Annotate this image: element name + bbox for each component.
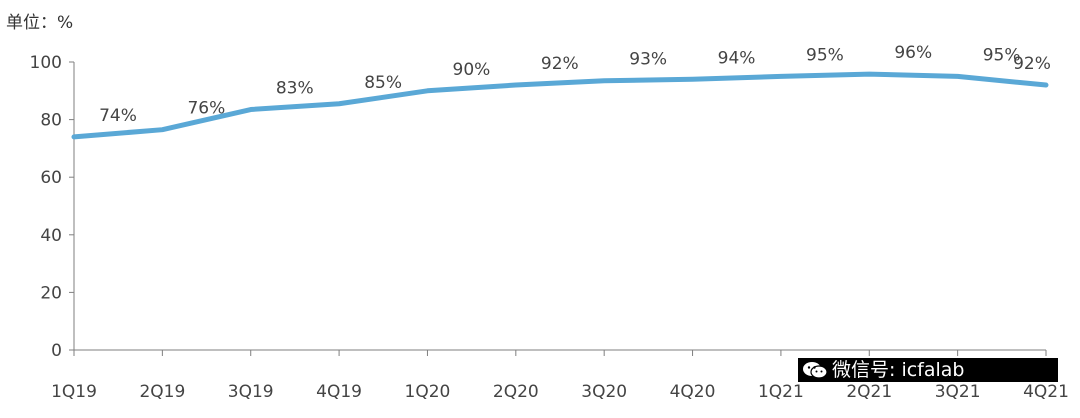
y-tick-label: 40 [40,226,62,246]
data-label: 96% [894,43,932,63]
data-label: 85% [364,73,402,93]
y-tick-label: 80 [40,111,62,131]
data-label: 83% [276,79,314,99]
x-tick-label: 3Q20 [581,382,627,402]
data-label: 94% [718,48,756,68]
y-tick-label: 100 [30,53,62,73]
data-label: 74% [99,106,137,126]
x-tick-label: 3Q21 [935,382,981,402]
x-tick-label: 4Q19 [316,382,362,402]
x-tick-label: 1Q21 [758,382,804,402]
y-axis-ticks: 0 20 40 60 80 100 [30,53,74,361]
y-tick-label: 0 [51,341,62,361]
watermark: 微信号: icfalab [798,358,1058,382]
data-label: 95% [983,45,1021,65]
y-tick-label: 20 [40,283,62,303]
data-labels: 74% 76%83% 85%90% 92% 93% 94% 95% 96% 95%92% [99,43,1051,126]
x-tick-label: 2Q21 [846,382,892,402]
series-layer [71,71,1049,140]
data-label: 90% [453,60,491,80]
watermark-text: 微信号: icfalab [832,359,965,381]
y-tick-label: 60 [40,168,62,188]
wechat-icon [798,358,832,382]
x-tick-label: 1Q20 [405,382,451,402]
data-label: 95% [806,45,844,65]
x-tick-label: 1Q19 [51,382,97,402]
x-tick-label: 3Q19 [228,382,274,402]
x-axis-ticks: 1Q19 2Q19 3Q19 4Q19 1Q20 2Q20 3Q20 4Q20 1Q21 2Q21… [51,350,1069,402]
x-tick-label: 4Q20 [670,382,716,402]
x-tick-label: 2Q20 [493,382,539,402]
x-tick-label: 4Q21 [1023,382,1069,402]
chart-axes [73,62,1046,351]
data-label: 93% [629,50,667,70]
data-label: 92% [541,54,579,74]
x-tick-label: 2Q19 [139,382,185,402]
unit-label: 单位：% [6,13,74,33]
series-line [71,71,1049,140]
data-label: 92% [1013,54,1051,74]
data-label: 76% [187,99,225,119]
